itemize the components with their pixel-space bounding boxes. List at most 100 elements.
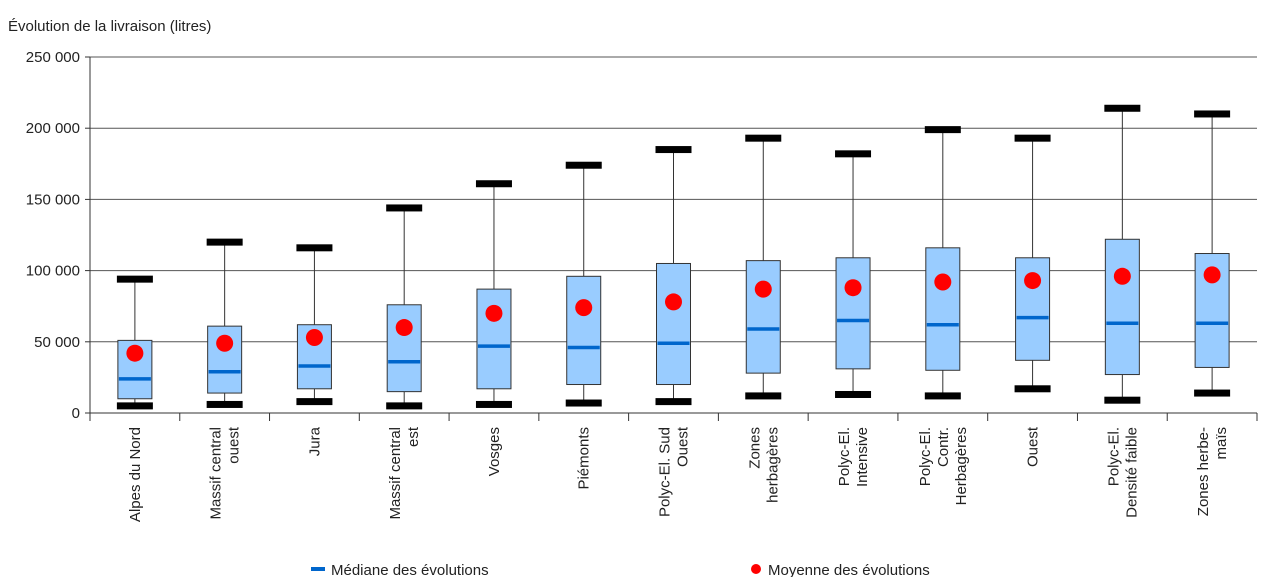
- max-cap: [1104, 104, 1141, 112]
- min-cap: [924, 392, 961, 400]
- category-label: Polyc-El.Contr.Herbagères: [917, 427, 970, 505]
- mean-point: [395, 319, 413, 337]
- y-tick-label: 250 000: [26, 49, 80, 66]
- min-cap: [1194, 389, 1231, 397]
- category-label: Polyc-El. SudOuest: [657, 426, 692, 517]
- category-label: Zones herbe-maïs: [1195, 427, 1230, 516]
- max-cap: [386, 204, 423, 212]
- category-label-line: Polyc-El.: [917, 427, 934, 486]
- y-tick-label: 100 000: [26, 263, 80, 280]
- max-cap: [206, 238, 243, 246]
- mean-point: [934, 273, 952, 291]
- y-tick-labels: 0 50 000 100 000 150 000 200 000 250 000: [26, 49, 80, 422]
- max-cap: [296, 244, 333, 252]
- box-item: [1194, 110, 1231, 397]
- box-iqr: [835, 257, 871, 370]
- y-tick-label: 0: [72, 405, 80, 422]
- max-cap: [116, 275, 153, 283]
- category-label-line: Densité faible: [1123, 427, 1140, 518]
- min-cap: [116, 402, 153, 410]
- category-label-line: Intensive: [854, 427, 871, 487]
- category-label: Alpes du Nord: [127, 427, 144, 522]
- max-cap: [924, 126, 961, 134]
- category-label: Ouest: [1025, 426, 1042, 467]
- min-cap: [835, 390, 872, 398]
- category-label-line: Massif central: [387, 427, 404, 520]
- category-label-line: Jura: [306, 426, 323, 456]
- max-cap: [745, 134, 782, 142]
- category-label-line: Ouest: [675, 426, 692, 467]
- box-iqr: [1104, 238, 1140, 376]
- mean-point: [1024, 272, 1042, 290]
- mean-point: [126, 344, 144, 362]
- category-label-line: ouest: [226, 426, 243, 464]
- category-label-line: Polyc-El.: [836, 427, 853, 486]
- category-label-line: est: [405, 426, 422, 447]
- category-label: Massif centralouest: [208, 426, 243, 519]
- mean-point: [305, 329, 323, 347]
- box-item: [924, 126, 961, 400]
- mean-point: [754, 280, 772, 298]
- box-iqr: [656, 262, 691, 386]
- category-label: Jura: [306, 426, 323, 456]
- category-label-line: Zones herbe-: [1195, 427, 1212, 516]
- category-label-line: Zones: [746, 427, 763, 469]
- legend-mean-swatch: [751, 564, 761, 574]
- category-label-line: herbagères: [764, 427, 781, 503]
- box-item: [116, 275, 153, 410]
- legend: Médiane des évolutions Moyenne des évolu…: [311, 562, 930, 577]
- category-label-line: Polyc-El. Sud: [657, 427, 674, 517]
- category-label-line: maïs: [1213, 427, 1230, 460]
- box-iqr: [566, 275, 602, 386]
- category-label: Polyc-El.Densité faible: [1105, 427, 1140, 518]
- category-label-line: Piémonts: [576, 427, 593, 490]
- category-label-line: Herbagères: [953, 427, 970, 505]
- min-cap: [296, 398, 333, 406]
- category-label-line: Massif central: [208, 427, 225, 520]
- max-cap: [565, 161, 602, 169]
- y-tick-label: 200 000: [26, 120, 80, 137]
- min-cap: [655, 398, 692, 406]
- box-item: [745, 134, 782, 400]
- legend-mean-label: Moyenne des évolutions: [768, 562, 930, 577]
- max-cap: [655, 146, 692, 154]
- mean-point: [575, 299, 593, 317]
- mean-point: [216, 334, 234, 352]
- max-cap: [835, 150, 872, 158]
- box-item: [835, 150, 872, 398]
- mean-point: [665, 293, 682, 311]
- max-cap: [1194, 110, 1231, 118]
- chart-title: Évolution de la livraison (litres): [8, 18, 212, 35]
- box-item: [655, 146, 692, 406]
- box-item: [296, 244, 333, 406]
- box-item: [206, 238, 243, 408]
- category-label-line: Polyc-El.: [1105, 427, 1122, 486]
- axes: [85, 56, 1258, 421]
- min-cap: [1104, 396, 1141, 404]
- mean-point: [1113, 267, 1131, 285]
- box-item: [1104, 104, 1141, 404]
- category-label-line: Alpes du Nord: [127, 427, 144, 522]
- box-item: [1014, 134, 1051, 393]
- box-iqr: [745, 260, 781, 374]
- max-cap: [475, 180, 512, 188]
- category-label: Piémonts: [576, 427, 593, 490]
- y-tick-label: 150 000: [26, 191, 80, 208]
- legend-median-label: Médiane des évolutions: [331, 562, 489, 577]
- min-cap: [565, 399, 602, 407]
- min-cap: [1014, 385, 1051, 393]
- mean-point: [1203, 266, 1221, 284]
- category-label: Massif centralest: [387, 426, 422, 519]
- box-series: [116, 104, 1231, 410]
- category-label-line: Contr.: [935, 427, 952, 467]
- category-label-line: Ouest: [1025, 426, 1042, 467]
- box-item: [475, 180, 512, 408]
- category-label: Polyc-El.Intensive: [836, 427, 871, 487]
- category-label: Zonesherbagères: [746, 427, 781, 503]
- mean-point: [485, 304, 503, 322]
- category-label: Vosges: [486, 427, 503, 476]
- box-iqr: [476, 288, 512, 390]
- y-tick-label: 50 000: [34, 334, 80, 351]
- min-cap: [745, 392, 782, 400]
